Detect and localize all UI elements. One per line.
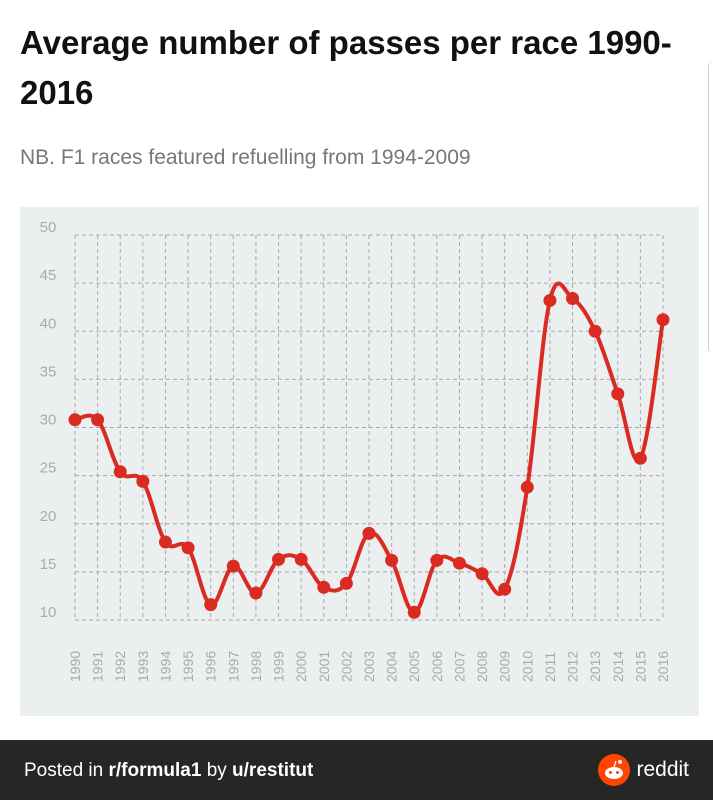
x-tick-label: 2009 [497,651,513,682]
chart-title: Average number of passes per race 1990-2… [20,24,672,111]
data-point [475,567,489,581]
y-tick-label: 30 [40,412,57,429]
data-point [226,559,240,573]
y-tick-label: 35 [40,363,57,380]
data-point [520,480,534,494]
by-label: by [201,760,233,781]
data-point [498,582,512,596]
data-point [68,413,82,427]
data-point [362,526,376,540]
x-tick-label: 2012 [565,651,581,682]
subreddit-link[interactable]: r/formula1 [108,760,202,781]
x-tick-label: 2008 [474,651,490,682]
x-tick-label: 1994 [157,651,173,682]
x-tick-label: 1993 [135,651,151,682]
x-tick-label: 1997 [225,651,241,682]
x-tick-label: 2005 [406,651,422,682]
y-tick-label: 25 [40,460,57,477]
data-point [633,451,647,465]
x-tick-label: 2001 [316,651,332,682]
reddit-wordmark: reddit [636,758,689,781]
x-tick-label: 2003 [361,651,377,682]
x-tick-label: 1999 [271,651,287,682]
x-tick-label: 1990 [67,651,83,682]
data-point [136,474,150,488]
x-tick-label: 2016 [655,651,671,682]
data-point [611,387,625,401]
x-tick-label: 2013 [587,651,603,682]
data-point [588,324,602,338]
data-point [452,556,466,570]
data-point [294,552,308,566]
data-point [272,552,286,566]
x-tick-label: 1996 [203,651,219,682]
posted-in-label: Posted in [24,760,109,781]
x-tick-label: 2014 [610,651,626,682]
data-point [385,553,399,567]
y-tick-label: 50 [40,219,57,236]
data-point [543,293,557,307]
data-point [181,541,195,555]
chart-panel: 10 15 20 25 30 35 40 45 50 1990 1991 1992 1993 1994 19… [20,207,699,716]
x-tick-label: 1998 [248,651,264,682]
x-tick-label: 2006 [429,651,445,682]
y-tick-label: 15 [40,556,57,573]
footer-bar: Posted in r/formula1 by u/restitut reddi… [0,740,713,800]
data-point [407,605,421,619]
x-tick-label: 2015 [632,651,648,682]
data-point [91,413,105,427]
y-tick-label: 10 [40,604,57,621]
data-point [656,313,670,327]
x-tick-label: 2000 [293,651,309,682]
x-tick-label: 2007 [451,651,467,682]
data-point [317,580,331,594]
data-point [249,586,263,600]
reddit-brand[interactable]: reddit [598,754,689,786]
y-tick-label: 45 [40,267,57,284]
x-tick-label: 2002 [338,651,354,682]
data-point [204,598,218,612]
y-tick-label: 40 [40,315,57,332]
x-tick-label: 2010 [519,651,535,682]
chart-subtitle: NB. F1 races featured refuelling from 19… [20,146,471,169]
data-point [158,535,172,549]
user-link[interactable]: u/restitut [232,760,314,781]
data-point [113,465,127,479]
x-tick-label: 1991 [90,651,106,682]
x-tick-label: 2004 [384,651,400,682]
reddit-logo-icon [598,754,631,786]
data-point [430,553,444,567]
x-tick-label: 2011 [542,652,558,682]
line-chart: 10 15 20 25 30 35 40 45 50 1990 1991 1992 1993 1994 19… [40,219,671,682]
x-tick-label: 1995 [180,651,196,682]
data-point [566,292,580,306]
post-attribution: Posted in r/formula1 by u/restitut [24,760,313,782]
data-point [339,576,353,590]
scroll-edge [708,62,713,352]
x-tick-label: 1992 [112,651,128,682]
y-tick-label: 20 [40,508,57,525]
